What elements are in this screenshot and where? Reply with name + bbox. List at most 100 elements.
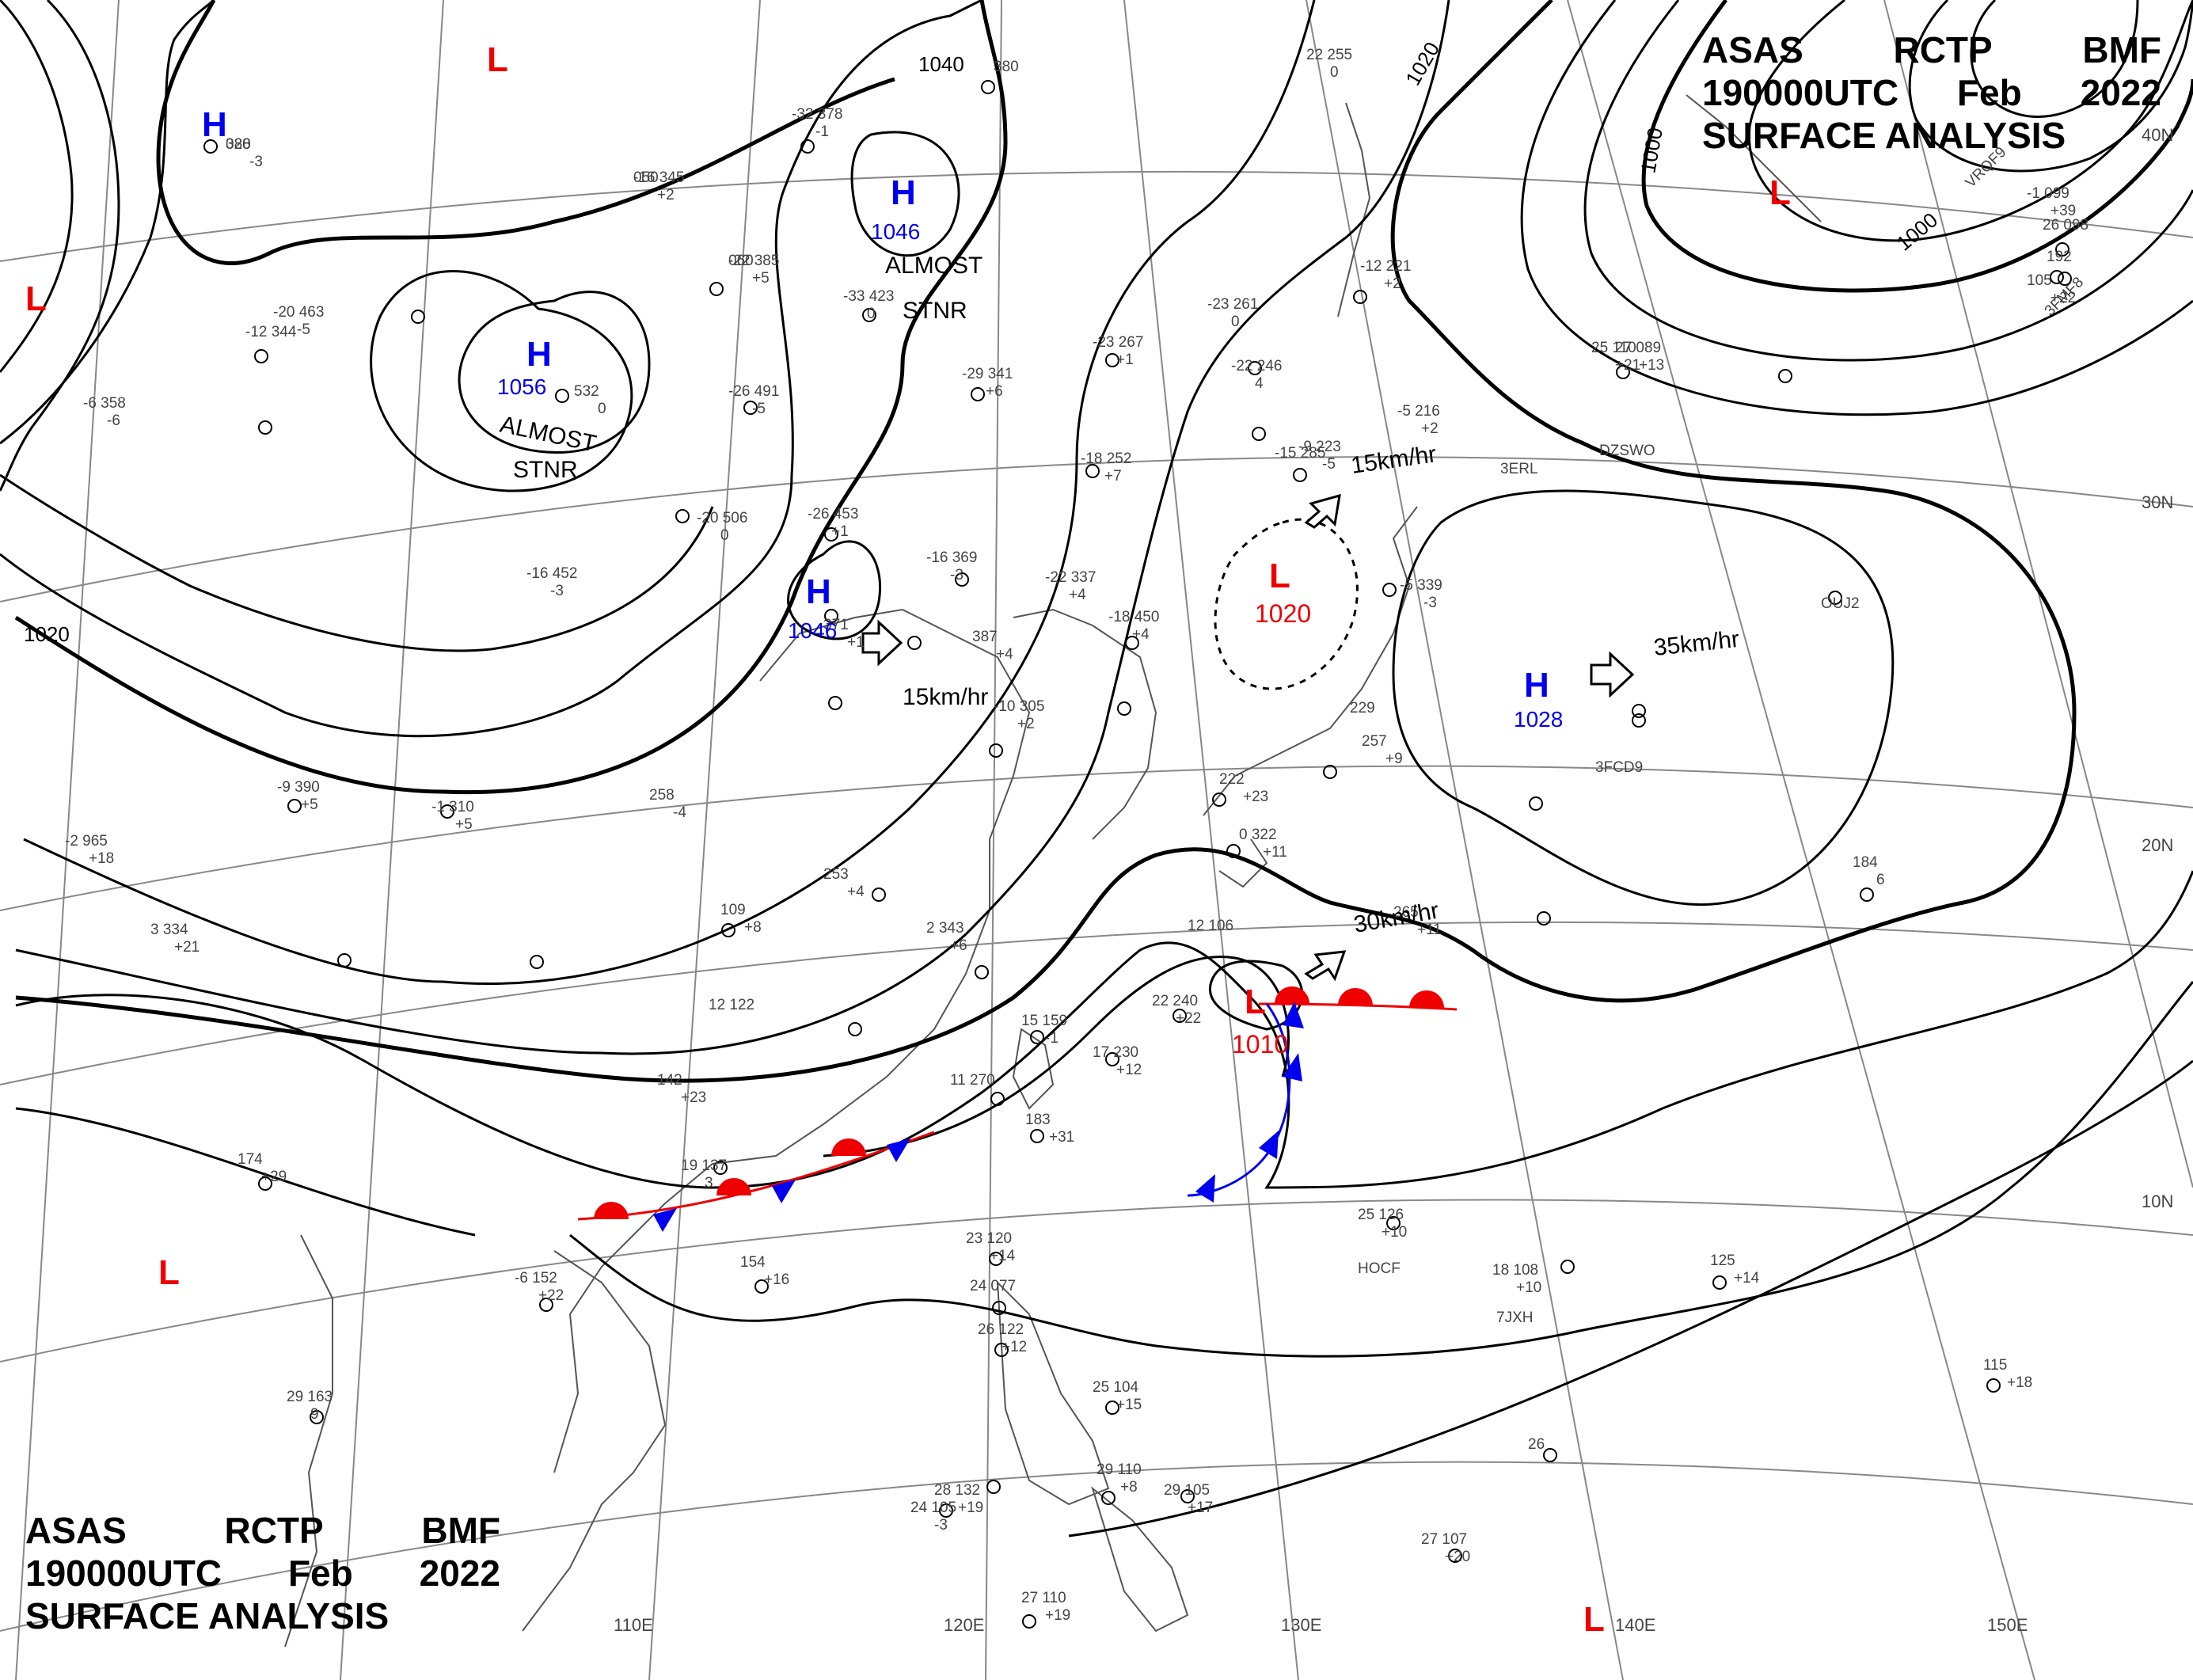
station-plot-value: -18 252: [1081, 450, 1131, 467]
isobar-1008-ne: [1583, 0, 2193, 362]
isobar-1020-low-dashed: [1214, 518, 1359, 690]
station-plot-value: 380: [994, 59, 1019, 75]
station-plot-value: 020: [226, 136, 251, 153]
station-plot-tendency: +12: [1116, 1062, 1142, 1078]
station-plot-value: 12 106: [1188, 918, 1233, 934]
station-plot-tendency: +4: [1069, 587, 1086, 603]
station-plot-tendency: 0: [1231, 314, 1240, 330]
longitude-labels: 110E 120E 130E 140E 150E: [614, 1615, 2028, 1635]
lon-line-110e: [648, 0, 761, 1680]
station-plot-value: 24 105: [910, 1499, 956, 1516]
header-line2-b: Feb: [1956, 72, 2022, 113]
isobar-1048-east: [850, 131, 960, 257]
isobar-1020: [15, 0, 1450, 1055]
station-markers: [203, 80, 2072, 1629]
station-plot-value: -9 223: [1298, 439, 1341, 455]
station-plot-value: 532: [574, 383, 599, 400]
station-plot-value: 253: [823, 866, 849, 883]
station-plot-value: -6 152: [515, 1270, 557, 1287]
station-plot-tendency: 0: [867, 306, 876, 322]
low-center-6: L: [158, 1253, 180, 1292]
station-plot-tendency: +23: [1243, 789, 1268, 805]
station-plot-value: 265: [1393, 904, 1419, 921]
header-line2-a: 190000UTC: [1702, 72, 1899, 113]
low-center-1: L: [487, 40, 508, 79]
korea-coast: [1013, 608, 1157, 840]
station-plot-tendency: -5: [297, 321, 310, 338]
station-plot-tendency: +18: [89, 850, 114, 867]
station-plot-tendency: +2: [1421, 420, 1439, 437]
low-center-5: L: [1245, 983, 1266, 1021]
station-plot-value: -15 285: [1275, 445, 1325, 462]
station-plot-value: -5 339: [1400, 577, 1442, 594]
station-plot-value: 27 110: [1021, 1590, 1066, 1606]
station-plot-value: -2 965: [65, 833, 108, 850]
station-plot-value: 222: [1219, 771, 1245, 788]
station-plot-value: -22 385: [728, 253, 779, 269]
station-plot-tendency: +12: [1001, 1339, 1027, 1355]
station-plot-tendency: +9: [1385, 751, 1403, 767]
station-plot-value: -6 358: [83, 395, 126, 412]
footer-line3: SURFACE ANALYSIS: [25, 1595, 390, 1636]
station-plot-value: 109: [720, 902, 746, 918]
isobar-1028: [1392, 489, 1895, 907]
station-plot-tendency: -3: [950, 567, 963, 583]
station-plot-tendency: +7: [1104, 468, 1122, 485]
station-plot-value: -23 261: [1207, 296, 1258, 313]
station-plot-tendency: +29: [261, 1169, 287, 1185]
station-plot-tendency: 6: [1876, 872, 1885, 888]
lat-line-10n: [0, 1199, 2193, 1363]
station-plot-value: -16 369: [926, 549, 977, 566]
kyushu: [1218, 838, 1268, 888]
ship-callsign: DZSWO: [1599, 443, 1655, 459]
station-plot-value: 229: [1350, 700, 1375, 716]
station-plot-tendency: +23: [681, 1089, 706, 1106]
station-plot-tendency: +5: [752, 270, 770, 287]
high-center-5-value: 1028: [1514, 707, 1563, 732]
isobar-992: [1970, 0, 2139, 118]
high-center-4: H: [806, 572, 831, 611]
station-plot-value: 154: [740, 1254, 766, 1271]
isobar-1012: [15, 870, 2193, 1189]
station-plot-tendency: +5: [455, 816, 473, 833]
station-plot-tendency: 0: [1330, 64, 1339, 81]
station-plot-value: 29 163: [287, 1389, 333, 1405]
footer-line2-a: 190000UTC: [25, 1553, 222, 1594]
isobar-1032: [0, 473, 714, 652]
sakhalin: [1337, 102, 1371, 317]
station-plot-labels: 388-3-16 345+2-22 385+5-32 378-1-33 4230…: [65, 47, 2088, 1624]
station-plot-value: 18 108: [1492, 1262, 1538, 1279]
station-plot-value: -16 345: [633, 169, 684, 186]
station-plot-tendency: +1: [831, 523, 849, 540]
station-plot-value: -22 337: [1045, 569, 1096, 586]
station-plot-tendency: +6: [950, 937, 967, 954]
isobar-1008: [569, 981, 2193, 1358]
motion-arrow-2: [1304, 493, 1341, 529]
station-plot-value: -16 452: [526, 565, 577, 582]
station-plot-tendency: +5: [301, 796, 318, 813]
isobar-1036: [0, 0, 982, 738]
station-plot-value: -1 310: [431, 799, 474, 815]
station-plot-tendency: +1: [847, 634, 865, 651]
isobar-west-3: [0, 0, 215, 445]
header-line1-c: BMF: [2082, 29, 2161, 70]
station-plot-tendency: -4: [673, 804, 686, 821]
station-plot-value: 25 104: [1093, 1379, 1139, 1396]
cold-front-triangles: [653, 1002, 1304, 1232]
high-center-2-value: 1046: [871, 219, 920, 244]
lat-label-40n: 40N: [2142, 125, 2173, 145]
header-line2-c: 2022: [2080, 72, 2161, 113]
isobar-south-west: [15, 1107, 476, 1237]
china-coast: [553, 608, 1031, 1473]
station-plot-value: -32 378: [792, 106, 842, 123]
station-plot-value: 258: [649, 787, 675, 804]
station-plot-value: -22 246: [1231, 358, 1282, 374]
isobar-label-1040: 1040: [918, 52, 964, 76]
ship-callsign: 7JXH: [1496, 1309, 1533, 1326]
station-plot-tendency: -5: [752, 401, 766, 417]
station-plot-tendency: +14: [1734, 1270, 1760, 1287]
isobar-1020-west: [14, 0, 1008, 795]
station-plot-tendency: +4: [996, 646, 1013, 663]
station-plot-tendency: +22: [1176, 1010, 1201, 1027]
station-plot-tendency: +18: [2007, 1374, 2032, 1391]
